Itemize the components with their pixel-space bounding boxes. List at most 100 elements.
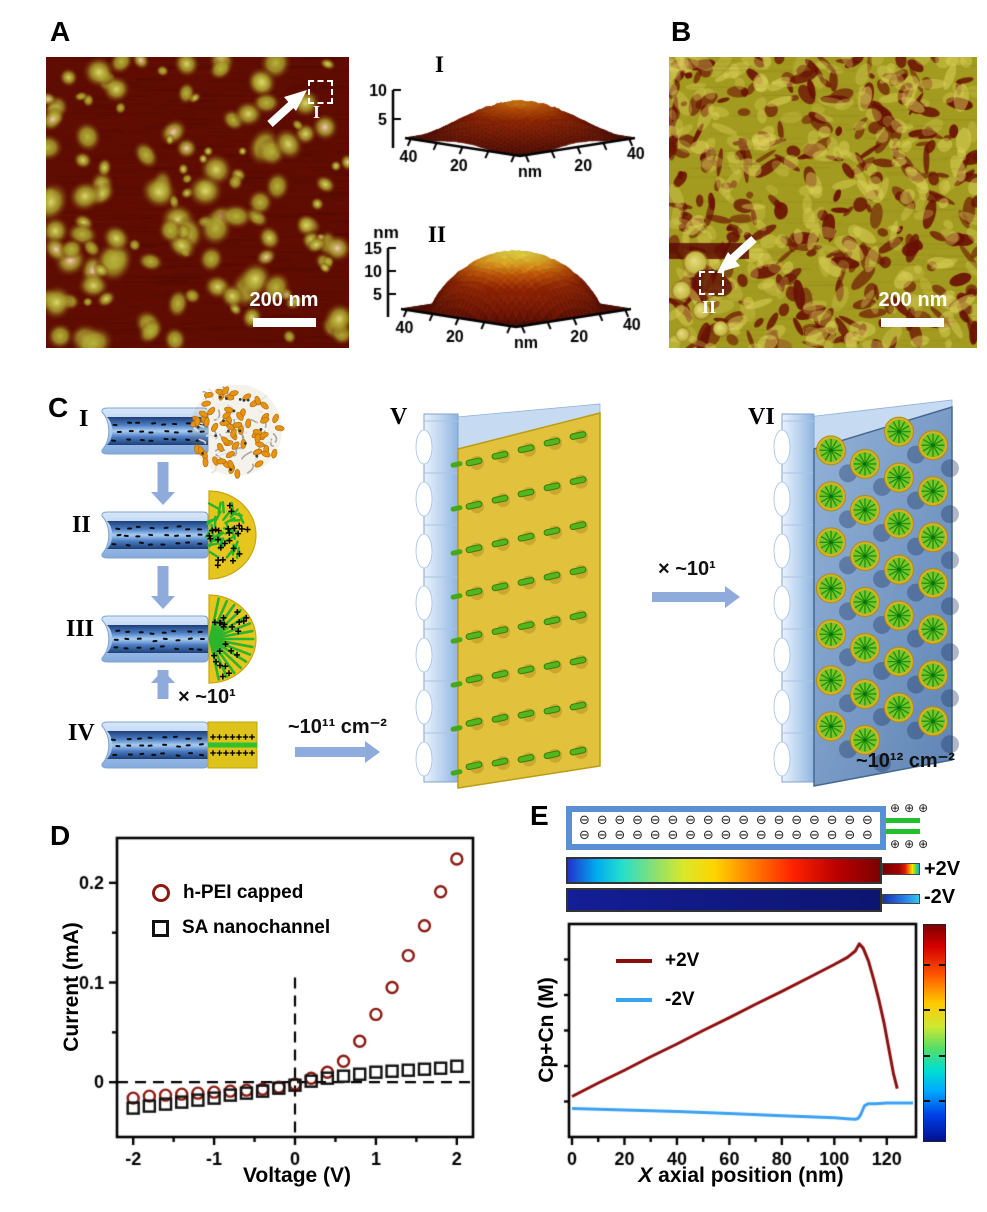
- negative-charge-row: ⊖ ⊖ ⊖ ⊖ ⊖ ⊖ ⊖ ⊖ ⊖ ⊖ ⊖ ⊖ ⊖ ⊖ ⊖ ⊖ ⊖: [572, 814, 880, 827]
- afm-image-b: [669, 57, 977, 348]
- heatmap-tail-minus2v: [882, 894, 920, 904]
- e-x-axis-title-rest: axial position (nm): [652, 1164, 844, 1187]
- legend-label: h-PEI capped: [183, 882, 304, 903]
- circle-marker-icon: [152, 884, 170, 902]
- e-x-axis-title: X axial position (nm): [571, 1164, 911, 1188]
- negative-charge-icon: ⊖: [596, 828, 608, 843]
- panel-b-label: B: [671, 16, 692, 47]
- negative-charge-icon: ⊖: [702, 813, 714, 828]
- d-y-axis-title: Current (mA): [60, 922, 83, 1052]
- negative-charge-row: ⊖ ⊖ ⊖ ⊖ ⊖ ⊖ ⊖ ⊖ ⊖ ⊖ ⊖ ⊖ ⊖ ⊖ ⊖ ⊖ ⊖: [572, 829, 880, 842]
- negative-charge-icon: ⊖: [755, 828, 767, 843]
- concentration-chart: [538, 908, 938, 1168]
- negative-charge-icon: ⊖: [667, 813, 679, 828]
- step-5-label: V: [390, 404, 408, 430]
- scalebar-a-text: 200 nm: [249, 289, 319, 311]
- negative-charge-icon: ⊖: [862, 813, 873, 828]
- step-6-label: VI: [748, 404, 775, 430]
- positive-charge-icon: ⊕: [904, 801, 915, 815]
- legend-label: +2V: [665, 950, 700, 971]
- negative-charge-icon: ⊖: [702, 828, 714, 843]
- surface-plot-2: [338, 205, 660, 385]
- negative-charge-icon: ⊖: [579, 828, 590, 843]
- arrow-b-icon: [717, 236, 757, 273]
- positive-charge-icon: ⊕: [890, 801, 901, 815]
- cycle-annotation-2: × ~10¹: [658, 558, 716, 580]
- colorbar-tick: [924, 963, 930, 966]
- colorbar-tick: [924, 1009, 930, 1012]
- negative-charge-icon: ⊖: [720, 813, 732, 828]
- surface-plot-1-title: I: [435, 52, 444, 77]
- colorbar-tick: [939, 963, 945, 966]
- functionalization-schematic: [101, 385, 959, 789]
- negative-charge-icon: ⊖: [667, 828, 679, 843]
- scalebar-b: [881, 318, 944, 327]
- legend-row: h-PEI capped: [152, 882, 330, 904]
- positive-charge-icon: ⊕: [918, 801, 929, 815]
- negative-charge-icon: ⊖: [579, 813, 590, 828]
- panel-c-label: C: [48, 392, 69, 423]
- positive-charge-icon: ⊕: [918, 837, 929, 851]
- nanochannel-schematic: ⊖ ⊖ ⊖ ⊖ ⊖ ⊖ ⊖ ⊖ ⊖ ⊖ ⊖ ⊖ ⊖ ⊖ ⊖ ⊖ ⊖ ⊖ ⊖ ⊖ ⊖ ⊖ ⊖ ⊖ ⊖ ⊖ ⊖ ⊖ ⊖ ⊖ ⊖ ⊖ ⊖ ⊖: [566, 806, 886, 850]
- negative-charge-icon: ⊖: [808, 828, 820, 843]
- red-line-icon: [616, 959, 652, 963]
- negative-charge-icon: ⊖: [614, 828, 626, 843]
- negative-charge-icon: ⊖: [632, 813, 643, 828]
- density-annotation-1: ~10¹¹ cm⁻²: [288, 716, 387, 738]
- negative-charge-icon: ⊖: [808, 813, 820, 828]
- negative-charge-icon: ⊖: [826, 828, 838, 843]
- colorbar-tick: [939, 1054, 945, 1057]
- heatmap-tail-plus2v: [882, 863, 920, 875]
- panel-e-label: E: [530, 800, 549, 831]
- negative-charge-icon: ⊖: [614, 813, 626, 828]
- negative-charge-icon: ⊖: [862, 828, 873, 843]
- negative-charge-icon: ⊖: [791, 813, 803, 828]
- e-x-axis-title-italic: X: [638, 1164, 653, 1187]
- roi-box-a: [308, 80, 333, 104]
- negative-charge-icon: ⊖: [649, 813, 661, 828]
- negative-charge-icon: ⊖: [755, 813, 767, 828]
- legend-row: SA nanochannel: [152, 917, 330, 939]
- surface-plot-1: [345, 48, 660, 218]
- pei-layer-bar: [886, 818, 920, 823]
- negative-charge-icon: ⊖: [844, 828, 856, 843]
- colorbar-tick: [924, 1054, 930, 1057]
- colorbar-tick: [924, 1099, 930, 1102]
- surface-plot-2-title: II: [428, 222, 446, 247]
- step-3-label: III: [66, 616, 95, 642]
- legend-row: -2V: [616, 989, 699, 1011]
- panel-d-label: D: [50, 820, 71, 851]
- concentration-heatmap-plus2v: [566, 857, 882, 884]
- positive-charge-icon: ⊕: [890, 837, 901, 851]
- iv-chart-legend: h-PEI capped SA nanochannel: [152, 882, 330, 939]
- cycle-annotation-1: × ~10¹: [178, 686, 236, 708]
- negative-charge-icon: ⊖: [773, 828, 785, 843]
- negative-charge-icon: ⊖: [632, 828, 643, 843]
- arrow-a-icon: [267, 90, 307, 127]
- step-1-label: I: [79, 406, 89, 432]
- negative-charge-icon: ⊖: [596, 813, 608, 828]
- roi-label-a: I: [313, 102, 321, 122]
- blue-line-icon: [616, 998, 652, 1002]
- negative-charge-icon: ⊖: [773, 813, 785, 828]
- positive-charge-row: ⊕ ⊕ ⊕: [890, 838, 928, 850]
- positive-charge-row: ⊕ ⊕ ⊕: [890, 802, 928, 814]
- negative-charge-icon: ⊖: [738, 813, 750, 828]
- plus2v-label: +2V: [924, 858, 961, 880]
- d-x-axis-title: Voltage (V): [242, 1164, 352, 1187]
- density-annotation-2: ~10¹² cm⁻²: [856, 750, 955, 772]
- positive-charge-icon: ⊕: [904, 837, 915, 851]
- negative-charge-icon: ⊖: [791, 828, 803, 843]
- negative-charge-icon: ⊖: [826, 813, 838, 828]
- scalebar-a: [253, 318, 316, 327]
- negative-charge-icon: ⊖: [685, 828, 697, 843]
- negative-charge-icon: ⊖: [738, 828, 750, 843]
- roi-label-b: II: [702, 297, 717, 317]
- legend-row: +2V: [616, 950, 699, 972]
- iv-chart: [70, 812, 490, 1204]
- square-marker-icon: [152, 919, 169, 937]
- colorbar: [923, 924, 946, 1142]
- concentration-chart-legend: +2V -2V: [616, 950, 699, 1011]
- negative-charge-icon: ⊖: [844, 813, 856, 828]
